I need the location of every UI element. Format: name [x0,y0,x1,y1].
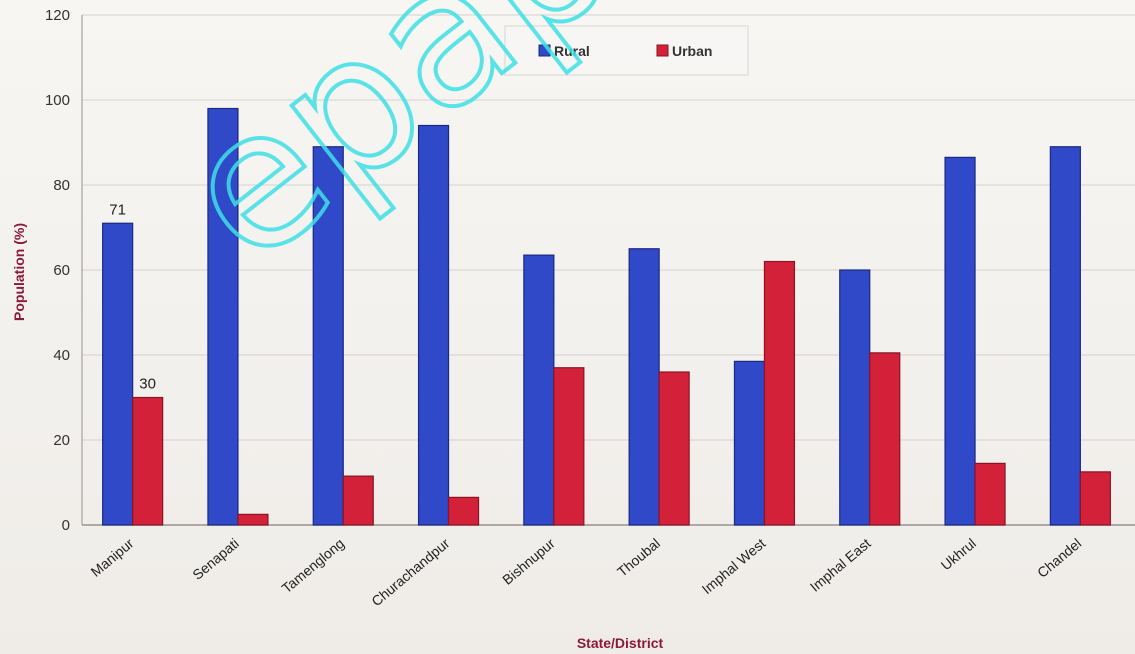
x-tick-label-chandel: Chandel [1034,535,1084,581]
legend-swatch-urban [656,44,669,57]
x-tick-label-senapati: Senapati [189,535,242,583]
y-axis-title: Population (%) [11,223,27,321]
bar-urban-imphal-west [763,260,796,526]
bar-urban-churachandpur [447,496,480,526]
x-tick-label-imphal-west: Imphal West [699,535,769,597]
x-tick-label-tamenglong: Tamenglong [278,535,347,596]
x-axis-tick-labels: Manipur Senapati Tamenglong Churachandpur Bi… [88,535,1085,610]
bar-urban-chandel [1079,471,1111,526]
bars-group [102,107,1111,526]
y-tick-label-60: 60 [53,262,70,279]
bar-urban-imphal-east [869,352,901,526]
data-labels: 71 30 [109,201,156,392]
bar-urban-ukhrul [974,462,1006,526]
bar-rural-chandel [1049,146,1081,526]
data-label-rural-manipur: 71 [109,201,126,218]
bar-urban-senapati [237,513,269,526]
bar-urban-thoubal [658,371,690,526]
bar-rural-senapati [207,107,239,526]
y-tick-label-20: 20 [53,432,70,449]
bar-rural-imphal-west [733,360,766,526]
bar-rural-ukhrul [944,156,976,526]
legend-label-rural: Rural [554,43,590,59]
data-label-urban-manipur: 30 [139,376,156,393]
legend: Rural Urban [504,25,749,76]
x-tick-label-bishnupur: Bishnupur [499,535,558,588]
x-axis-title: State/District [577,635,664,651]
x-tick-label-thoubal: Thoubal [614,535,663,580]
bar-urban-manipur [132,396,164,526]
y-tick-label-0: 0 [62,517,70,534]
x-tick-label-churachandpur: Churachandpur [368,535,452,610]
bar-rural-thoubal [628,248,660,526]
y-axis-ticks: 0 20 40 60 80 100 120 [45,7,70,534]
y-tick-label-120: 120 [45,7,70,24]
bar-urban-tamenglong [342,475,374,526]
legend-swatch-rural [538,44,551,57]
bar-urban-bishnupur [553,367,585,526]
bar-rural-imphal-east [839,269,871,526]
x-tick-label-imphal-east: Imphal East [807,535,874,595]
y-tick-label-100: 100 [45,92,70,109]
x-tick-label-manipur: Manipur [88,535,137,580]
bar-rural-manipur [102,222,134,526]
y-tick-label-40: 40 [53,347,70,364]
bar-rural-bishnupur [523,254,555,526]
legend-label-urban: Urban [672,43,712,59]
y-tick-label-80: 80 [53,177,70,194]
bar-rural-churachandpur [417,124,450,526]
bar-rural-tamenglong [312,146,344,526]
x-tick-label-ukhrul: Ukhrul [938,535,979,573]
